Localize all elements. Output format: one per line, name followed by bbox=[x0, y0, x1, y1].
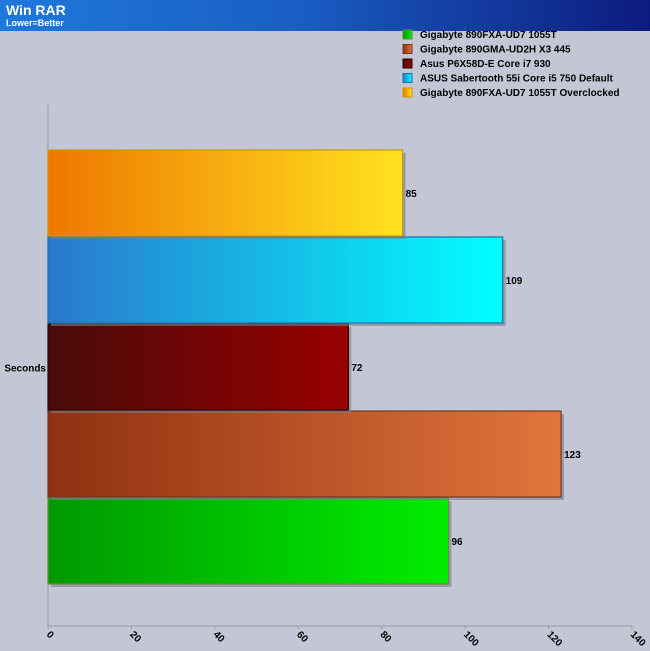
data-label: 109 bbox=[506, 276, 523, 287]
x-tick-label: 40 bbox=[211, 629, 227, 645]
bar bbox=[47, 236, 504, 324]
legend-label: Gigabyte 890FXA-UD7 1055T Overclocked bbox=[420, 88, 620, 99]
chart-subtitle: Lower=Better bbox=[6, 18, 64, 28]
data-label: 85 bbox=[406, 189, 418, 200]
legend-swatch bbox=[402, 29, 413, 40]
x-tick-label: 140 bbox=[628, 629, 648, 649]
legend-label: Gigabyte 890FXA-UD7 1055T bbox=[420, 30, 557, 41]
bar bbox=[47, 323, 349, 411]
x-tick-label: 80 bbox=[378, 629, 394, 645]
legend-swatch bbox=[402, 44, 413, 54]
legend-swatch bbox=[402, 73, 413, 83]
legend-swatch bbox=[402, 87, 413, 98]
bar bbox=[47, 149, 404, 237]
bar bbox=[47, 497, 450, 585]
x-tick-label: 20 bbox=[127, 629, 143, 645]
x-tick-label: 0 bbox=[44, 629, 56, 641]
legend-swatch bbox=[402, 58, 413, 69]
x-tick-label: 100 bbox=[461, 629, 481, 649]
legend-label: Asus P6X58D-E Core i7 930 bbox=[420, 59, 551, 70]
title-bar: Win RAR Lower=Better bbox=[0, 0, 650, 31]
legend-label: Gigabyte 890GMA-UD2H X3 445 bbox=[420, 45, 571, 56]
category-label: Seconds bbox=[4, 364, 46, 375]
data-label: 72 bbox=[351, 363, 363, 374]
data-label: 96 bbox=[451, 537, 463, 548]
legend-label: ASUS Sabertooth 55i Core i5 750 Default bbox=[420, 74, 614, 85]
x-tick-label: 60 bbox=[294, 629, 310, 645]
data-label: 123 bbox=[564, 450, 581, 461]
chart-title: Win RAR bbox=[6, 2, 66, 18]
x-tick-label: 120 bbox=[544, 629, 564, 649]
bar bbox=[47, 410, 562, 498]
